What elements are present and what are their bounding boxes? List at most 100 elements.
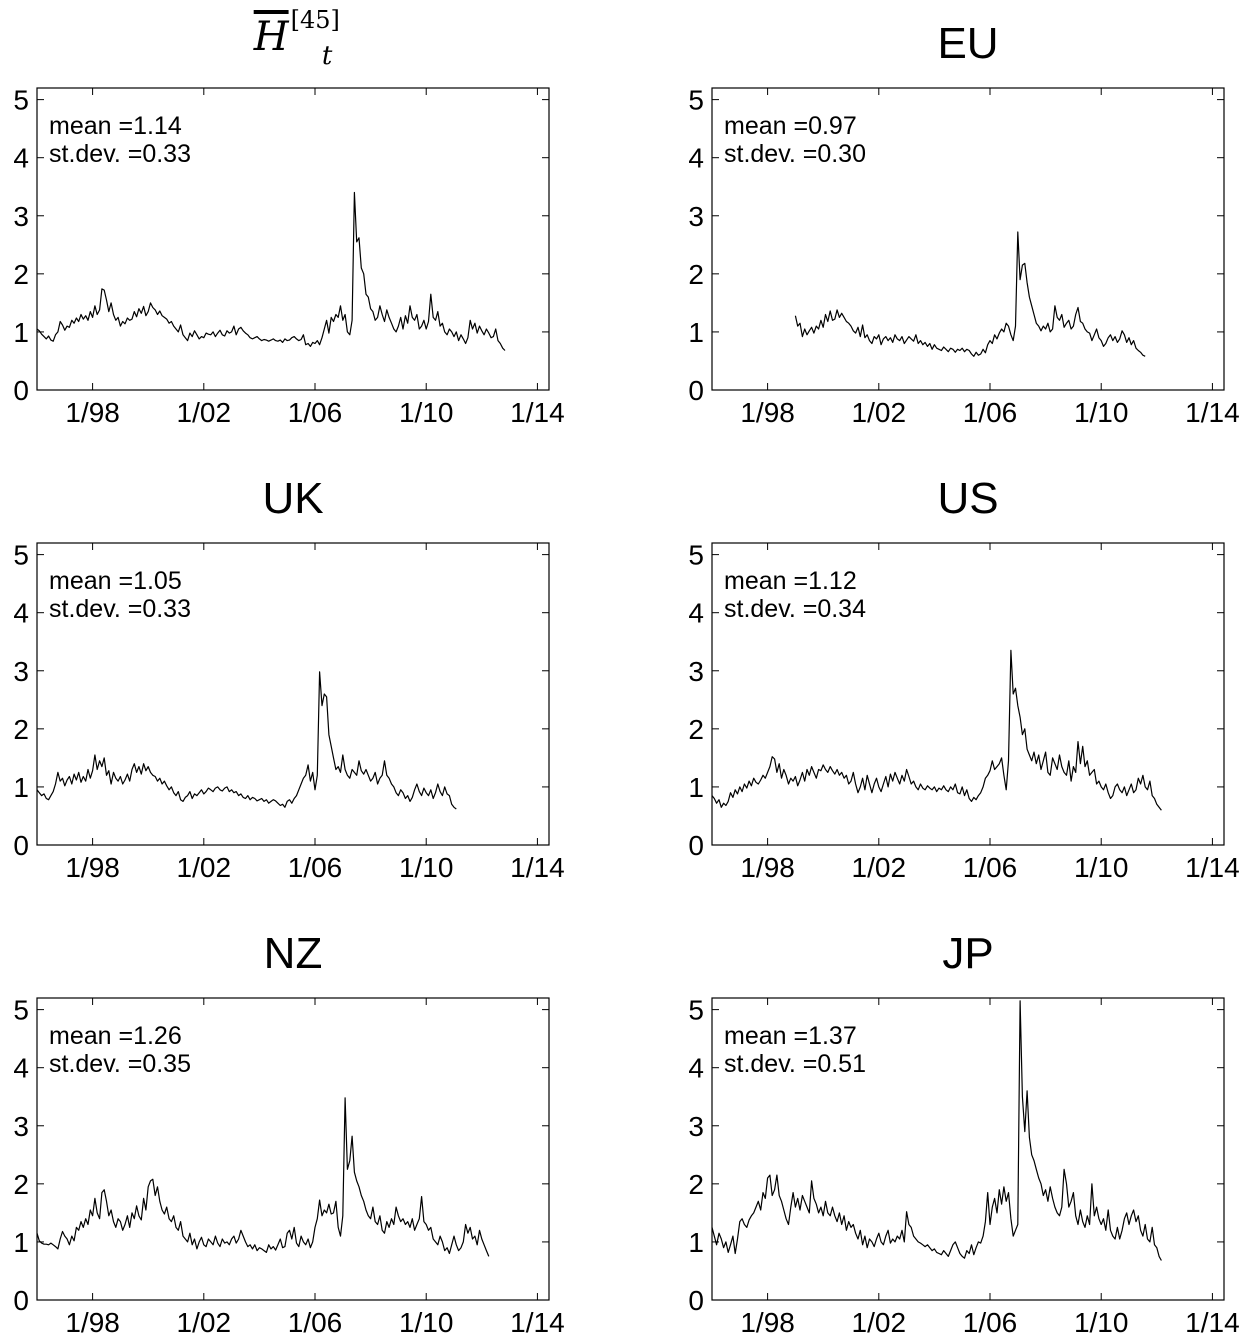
x-tick-label: 1/98 [65,852,120,883]
x-tick-label: 1/14 [510,1307,565,1337]
sd-annotation: st.dev. =0.33 [49,140,191,168]
panel-title-us: US [937,474,999,523]
x-tick-label: 1/14 [1185,852,1240,883]
x-tick-label: 1/14 [510,852,565,883]
series-line [36,671,457,810]
x-tick-label: 1/06 [963,397,1018,428]
y-tick-label: 3 [13,1111,29,1142]
plot-frame [711,997,1225,1301]
y-tick-label: 3 [13,201,29,232]
panel-jp: 0 1 2 3 4 5 1/98 1/02 1/06 1/10 1/14 mean =1.37st.d… [688,995,1239,1337]
x-tick-label: 1/02 [852,852,907,883]
y-tick-label: 0 [13,1285,29,1316]
title-subscript: t [321,41,333,71]
y-tick-label: 5 [13,540,29,571]
y-tick-label: 0 [13,375,29,406]
x-tick-label: 1/10 [1074,397,1129,428]
x-tick-label: 1/02 [852,397,907,428]
panel-eu: 0 1 2 3 4 5 1/98 1/02 1/06 1/10 1/14 mean =0.97st.d… [688,85,1239,428]
panel-nz: 0 1 2 3 4 5 1/98 1/02 1/06 1/10 1/14 mean =1.26st.d… [13,995,564,1337]
x-tick-label: 1/14 [1185,1307,1240,1337]
x-tick-label: 1/02 [852,1307,907,1337]
mean-annotation: mean =1.12 [724,567,857,595]
sd-annotation: st.dev. =0.34 [724,595,866,623]
x-tick-label: 1/14 [510,397,565,428]
y-tick-label: 4 [688,598,704,629]
y-tick-label: 0 [688,830,704,861]
plot-frame [36,542,550,846]
y-tick-label: 4 [688,143,704,174]
y-tick-label: 5 [688,85,704,116]
y-tick-label: 2 [688,1169,704,1200]
y-tick-label: 0 [688,1285,704,1316]
x-tick-label: 1/98 [740,852,795,883]
panel-title-ht45: H[45] t [143,8,443,69]
y-tick-label: 3 [688,1111,704,1142]
x-tick-label: 1/02 [177,852,232,883]
y-tick-label: 3 [688,656,704,687]
mean-annotation: mean =1.05 [49,567,182,595]
y-tick-label: 2 [13,1169,29,1200]
y-tick-label: 4 [13,1053,29,1084]
x-tick-label: 1/02 [177,1307,232,1337]
y-tick-label: 4 [13,598,29,629]
x-tick-label: 1/02 [177,397,232,428]
x-tick-label: 1/98 [65,397,120,428]
plot-frame [711,542,1225,846]
plot-frame [36,997,550,1301]
panel-uk: 0 1 2 3 4 5 1/98 1/02 1/06 1/10 1/14 mean =1.05st.d… [13,540,564,883]
x-tick-label: 1/10 [399,1307,454,1337]
y-tick-label: 0 [13,830,29,861]
title-base: H [253,14,289,60]
y-tick-label: 1 [688,1227,704,1258]
plot-frame [36,87,550,391]
series-line [711,1000,1162,1261]
y-tick-label: 1 [13,317,29,348]
panel-us: 0 1 2 3 4 5 1/98 1/02 1/06 1/10 1/14 mean =1.12st.d… [688,540,1239,883]
x-tick-label: 1/98 [740,397,795,428]
sd-annotation: st.dev. =0.51 [724,1050,866,1078]
mean-annotation: mean =1.26 [49,1022,182,1050]
sd-annotation: st.dev. =0.30 [724,140,866,168]
x-tick-label: 1/06 [288,852,343,883]
y-tick-label: 2 [688,259,704,290]
y-tick-label: 2 [13,714,29,745]
y-tick-label: 4 [688,1053,704,1084]
y-tick-label: 2 [13,259,29,290]
x-tick-label: 1/06 [288,397,343,428]
x-tick-label: 1/14 [1185,397,1240,428]
y-tick-label: 1 [688,317,704,348]
panel-ht45: 0 1 2 3 4 5 1/98 1/02 1/06 1/10 1/14 mean =1.14st.d… [13,85,564,428]
y-tick-label: 5 [13,995,29,1026]
x-tick-label: 1/06 [963,1307,1018,1337]
y-tick-label: 1 [13,1227,29,1258]
y-tick-label: 5 [688,540,704,571]
series-line [36,191,506,351]
panel-title-jp: JP [942,929,994,978]
sd-annotation: st.dev. =0.35 [49,1050,191,1078]
y-tick-label: 1 [13,772,29,803]
panel-title-eu: EU [937,19,999,68]
y-tick-label: 1 [688,772,704,803]
series-line [711,649,1162,811]
panel-title-uk: UK [262,474,324,523]
y-tick-label: 5 [688,995,704,1026]
x-tick-label: 1/10 [1074,1307,1129,1337]
x-tick-label: 1/10 [399,852,454,883]
mean-annotation: mean =0.97 [724,112,857,140]
y-tick-label: 4 [13,143,29,174]
x-tick-label: 1/10 [399,397,454,428]
x-tick-label: 1/06 [288,1307,343,1337]
panel-title-nz: NZ [263,929,323,978]
plot-frame [711,87,1225,391]
series-line [794,231,1146,357]
title-superscript: [45] [290,6,340,34]
y-tick-label: 3 [688,201,704,232]
sd-annotation: st.dev. =0.33 [49,595,191,623]
series-line [36,1097,490,1257]
x-tick-label: 1/10 [1074,852,1129,883]
x-tick-label: 1/98 [65,1307,120,1337]
x-tick-label: 1/06 [963,852,1018,883]
y-tick-label: 0 [688,375,704,406]
